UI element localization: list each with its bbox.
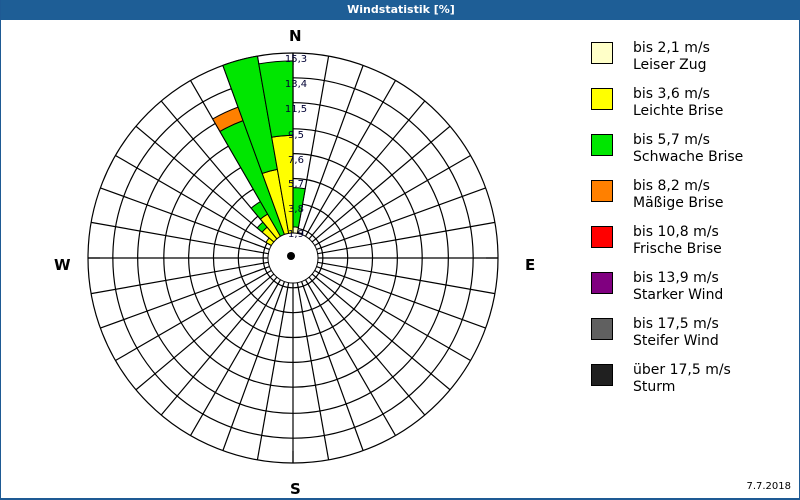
grid-spoke [296, 282, 330, 460]
grid-spoke [314, 269, 471, 362]
grid-spoke [91, 221, 269, 255]
legend-label: bis 3,6 m/s Leichte Brise [633, 86, 724, 119]
legend-swatch [591, 180, 613, 202]
legend-label: bis 2,1 m/s Leiser Zug [633, 40, 710, 73]
ring-label: 5,7 [288, 179, 304, 191]
window-title: Windstatistik [%] [1, 0, 800, 20]
grid-spoke [160, 276, 278, 416]
grid-spoke [256, 282, 290, 460]
date-stamp: 7.7.2018 [746, 481, 791, 492]
grid-spoke [135, 273, 275, 391]
legend-label: bis 13,9 m/s Starker Wind [633, 270, 724, 303]
ring-label: 13,4 [284, 78, 308, 90]
ring-label: 15,3 [284, 54, 308, 65]
grid-spoke [300, 65, 364, 235]
legend-swatch [591, 272, 613, 294]
rose-wedge [222, 55, 278, 175]
ring-label: 9,5 [288, 129, 304, 141]
legend-swatch [591, 226, 613, 248]
legend-swatch [591, 364, 613, 386]
grid-spoke [100, 187, 270, 251]
grid-spoke [300, 281, 364, 451]
grid-spoke [91, 261, 269, 295]
compass-north-label: N [289, 27, 302, 45]
grid-spoke [308, 276, 426, 416]
grid-spoke [115, 269, 272, 362]
ring-label: 11,5 [284, 103, 308, 115]
grid-spoke [115, 154, 272, 247]
grid-spoke [135, 125, 275, 243]
compass-east-label: E [525, 256, 536, 274]
legend-label: bis 5,7 m/s Schwache Brise [633, 132, 744, 165]
grid-spoke [316, 187, 486, 251]
center-hub [287, 252, 295, 260]
legend-label: bis 8,2 m/s Mäßige Brise [633, 178, 724, 211]
legend-swatch [591, 134, 613, 156]
grid-spoke [100, 265, 270, 329]
grid-spoke [222, 281, 286, 451]
grid-spoke [304, 279, 397, 436]
grid-spoke [311, 273, 451, 391]
grid-spoke [316, 265, 486, 329]
ring-label: 7,6 [288, 154, 304, 166]
grid-spoke [311, 125, 451, 243]
grid-spoke [317, 261, 495, 295]
grid-spoke [304, 80, 397, 237]
compass-west-label: W [54, 256, 71, 274]
rose-wedge [292, 187, 306, 228]
grid-spoke [308, 100, 426, 240]
grid-spoke [314, 154, 471, 247]
legend-swatch [591, 42, 613, 64]
compass-south-label: S [290, 480, 301, 498]
legend-swatch [591, 88, 613, 110]
legend-swatch [591, 318, 613, 340]
grid-spoke [189, 279, 282, 436]
legend-label: bis 17,5 m/s Steifer Wind [633, 316, 719, 349]
ring-label: 1,9 [288, 229, 304, 241]
legend-label: bis 10,8 m/s Frische Brise [633, 224, 722, 257]
grid-spoke [317, 221, 495, 255]
ring-label: 3,8 [288, 204, 304, 216]
legend-label: über 17,5 m/s Sturm [633, 362, 731, 395]
